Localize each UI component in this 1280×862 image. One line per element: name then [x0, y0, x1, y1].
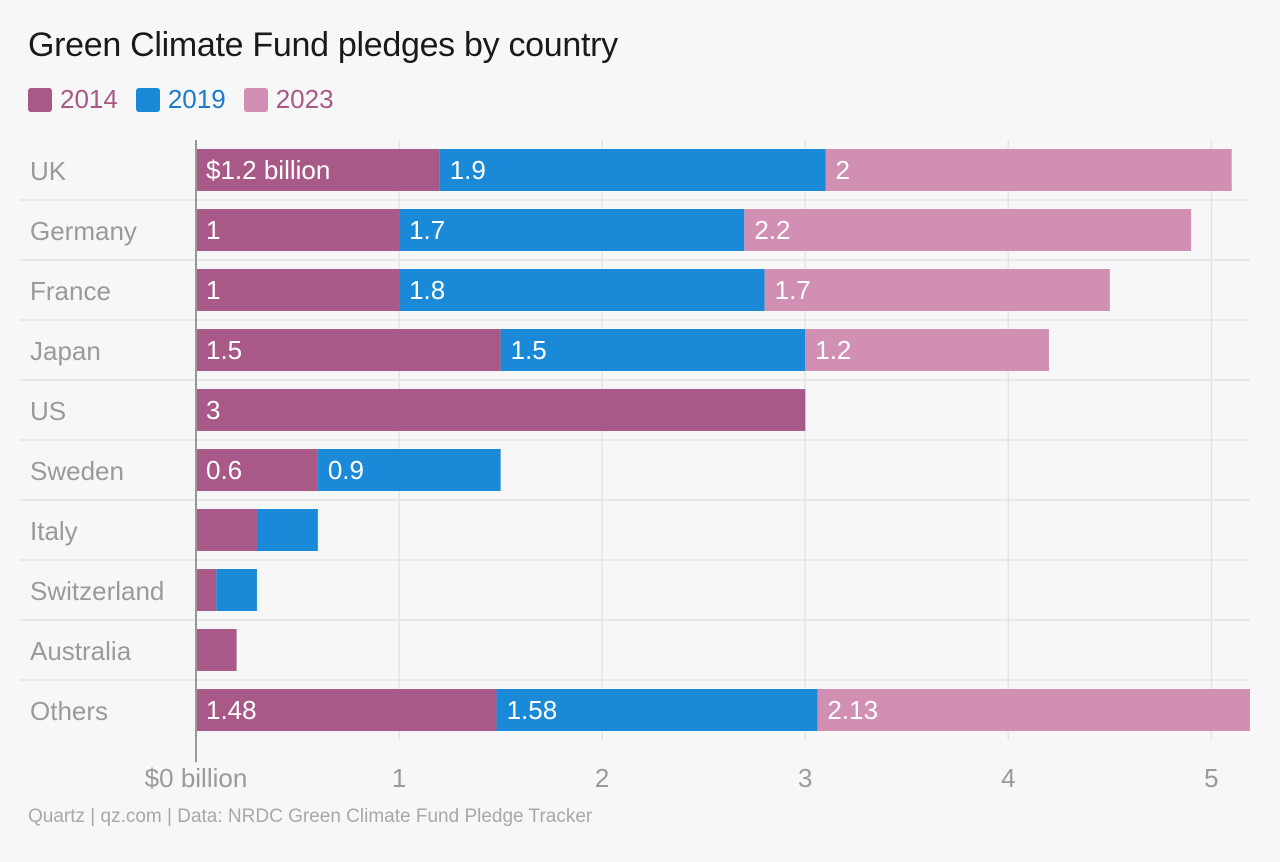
bar-france-2014 — [196, 269, 400, 311]
data-label-sweden-2014: 0.6 — [206, 455, 242, 485]
data-label-uk-2014: $1.2 billion — [206, 155, 330, 185]
x-tick-label-1: 1 — [392, 763, 406, 793]
bar-australia-2014 — [196, 629, 237, 671]
category-label-others: Others — [30, 696, 108, 726]
x-tick-label-2: 2 — [595, 763, 609, 793]
category-label-us: US — [30, 396, 66, 426]
category-label-italy: Italy — [30, 516, 78, 546]
bar-others-2023 — [817, 689, 1250, 731]
bar-italy-2014 — [196, 509, 257, 551]
legend-label-2023: 2023 — [275, 84, 334, 114]
x-tick-label-0: $0 billion — [145, 763, 248, 793]
x-tick-label-4: 4 — [1001, 763, 1015, 793]
category-label-australia: Australia — [30, 636, 132, 666]
bar-us-2014 — [196, 389, 806, 431]
bar-japan-2023 — [805, 329, 1049, 371]
category-label-france: France — [30, 276, 111, 306]
bar-sweden-2014 — [196, 449, 318, 491]
legend-swatch-2019 — [135, 87, 160, 112]
data-label-france-2023: 1.7 — [775, 275, 811, 305]
legend-swatch-2014 — [28, 87, 52, 112]
bar-japan-2014 — [196, 329, 501, 371]
bar-switzerland-2019 — [216, 569, 257, 611]
bar-chart: UK $1.2 billion 1.9 2 Germany 1 1.7 2.2 France 1 1… — [20, 140, 1250, 793]
category-label-uk: UK — [30, 156, 67, 186]
data-label-germany-2023: 2.2 — [754, 215, 790, 245]
x-tick-label-3: 3 — [798, 763, 812, 793]
category-label-germany: Germany — [30, 216, 137, 246]
bar-japan-2019 — [500, 329, 806, 371]
legend-swatch-2023 — [243, 87, 268, 112]
category-label-switzerland: Switzerland — [30, 576, 164, 606]
data-label-others-2023: 2.13 — [827, 695, 878, 725]
bar-uk-2023 — [825, 149, 1232, 191]
legend-item-2023: 2023 — [243, 84, 334, 115]
data-label-france-2019: 1.8 — [409, 275, 445, 305]
data-label-germany-2019: 1.7 — [409, 215, 445, 245]
legend-item-2014: 2014 — [28, 84, 118, 115]
data-label-others-2014: 1.48 — [206, 695, 257, 725]
data-label-us-2014: 3 — [206, 395, 220, 425]
legend-label-2014: 2014 — [60, 84, 118, 114]
data-label-japan-2023: 1.2 — [815, 335, 851, 365]
legend-item-2019: 2019 — [135, 84, 226, 115]
bar-germany-2023 — [744, 209, 1192, 251]
data-label-others-2019: 1.58 — [507, 695, 558, 725]
bar-uk-2019 — [439, 149, 826, 191]
bar-uk-2014 — [196, 149, 440, 191]
category-label-sweden: Sweden — [30, 456, 124, 486]
bar-sweden-2019 — [317, 449, 501, 491]
data-label-japan-2019: 1.5 — [511, 335, 547, 365]
data-label-sweden-2019: 0.9 — [328, 455, 364, 485]
legend-label-2019: 2019 — [167, 84, 226, 114]
data-label-germany-2014: 1 — [206, 215, 220, 245]
data-label-france-2014: 1 — [206, 275, 220, 305]
chart-title: Green Climate Fund pledges by country — [28, 26, 618, 64]
source-note: Quartz | qz.com | Data: NRDC Green Clima… — [28, 806, 593, 827]
bar-germany-2019 — [399, 209, 745, 251]
bar-france-2023 — [764, 269, 1110, 311]
legend: 2014 2019 2023 — [28, 84, 334, 115]
data-label-uk-2023: 2 — [836, 155, 850, 185]
bar-italy-2019 — [256, 509, 318, 551]
bar-germany-2014 — [196, 209, 400, 251]
bar-others-2019 — [496, 689, 818, 731]
bar-switzerland-2014 — [196, 569, 217, 611]
bar-others-2014 — [196, 689, 497, 731]
data-label-japan-2014: 1.5 — [206, 335, 242, 365]
x-tick-label-5: 5 — [1204, 763, 1218, 793]
data-label-uk-2019: 1.9 — [450, 155, 486, 185]
category-label-japan: Japan — [30, 336, 101, 366]
bar-france-2019 — [399, 269, 765, 311]
